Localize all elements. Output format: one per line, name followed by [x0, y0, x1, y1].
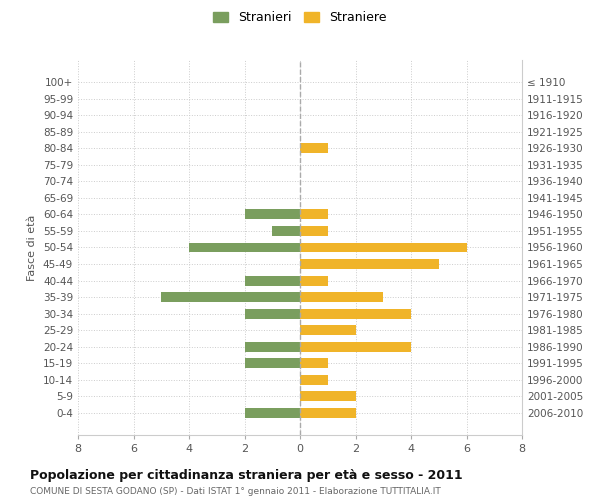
Bar [300, 292, 383, 302]
Bar [245, 276, 300, 285]
Y-axis label: Anni di nascita: Anni di nascita [598, 206, 600, 289]
Bar [300, 308, 411, 318]
Text: Popolazione per cittadinanza straniera per età e sesso - 2011: Popolazione per cittadinanza straniera p… [30, 470, 463, 482]
Bar [300, 242, 467, 252]
Bar [300, 326, 355, 335]
Bar [245, 210, 300, 220]
Bar [300, 392, 355, 402]
Bar [300, 210, 328, 220]
Bar [300, 375, 328, 385]
Bar [300, 259, 439, 269]
Bar [300, 342, 411, 352]
Bar [245, 308, 300, 318]
Bar [245, 342, 300, 352]
Bar [300, 358, 328, 368]
Y-axis label: Fasce di età: Fasce di età [28, 214, 37, 280]
Legend: Stranieri, Straniere: Stranieri, Straniere [208, 6, 392, 29]
Bar [300, 408, 355, 418]
Bar [300, 226, 328, 236]
Bar [300, 276, 328, 285]
Bar [272, 226, 300, 236]
Bar [245, 408, 300, 418]
Text: COMUNE DI SESTA GODANO (SP) - Dati ISTAT 1° gennaio 2011 - Elaborazione TUTTITAL: COMUNE DI SESTA GODANO (SP) - Dati ISTAT… [30, 487, 441, 496]
Bar [161, 292, 300, 302]
Bar [245, 358, 300, 368]
Bar [300, 143, 328, 153]
Bar [189, 242, 300, 252]
